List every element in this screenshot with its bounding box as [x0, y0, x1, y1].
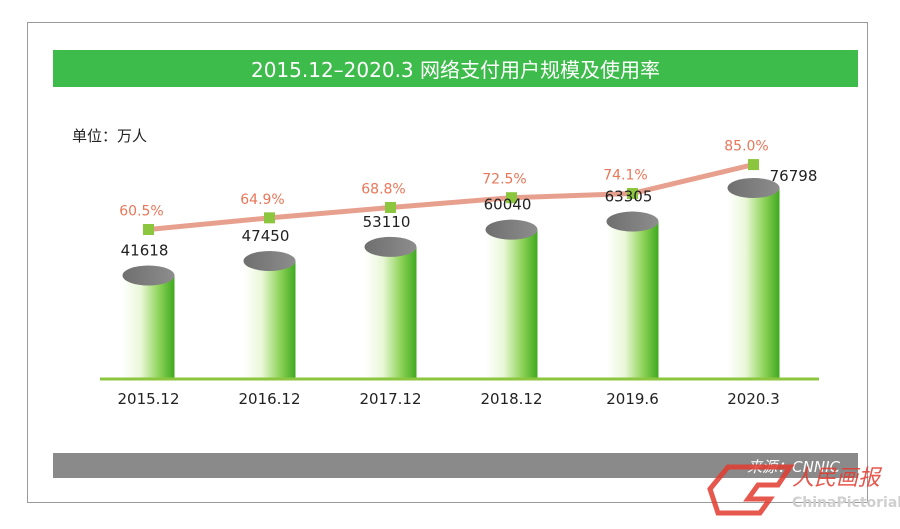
- bar-value-label: 53110: [363, 213, 411, 231]
- bar-body: [364, 246, 417, 379]
- x-tick-label: 2016.12: [238, 390, 300, 408]
- bar-2015.12: [122, 265, 175, 379]
- chart-title: 2015.12–2020.3 网络支付用户规模及使用率: [250, 58, 661, 82]
- rate-line: [148, 162, 755, 232]
- watermark-cn: 人民画报: [792, 466, 883, 491]
- x-tick-label: 2015.12: [117, 390, 179, 408]
- bar-top: [243, 250, 296, 271]
- rate-value-label: 85.0%: [724, 139, 768, 155]
- rate-marker: [748, 159, 759, 171]
- x-tick-label: 2018.12: [480, 390, 542, 408]
- bar-value-label: 41618: [121, 241, 169, 259]
- rate-marker: [143, 224, 154, 235]
- rate-marker: [264, 212, 275, 224]
- rate-marker: [627, 187, 638, 199]
- unit-label: 单位：万人: [72, 127, 148, 145]
- bar-2018.12: [485, 219, 538, 379]
- bar-value-label: 76798: [770, 167, 818, 185]
- bar-body: [243, 260, 296, 379]
- watermark-latin: ChinaPictorial: [792, 495, 900, 511]
- bar-top: [606, 211, 659, 232]
- bar-body: [122, 275, 175, 379]
- bar-value-label: 47450: [242, 227, 290, 245]
- bar-body: [606, 221, 659, 379]
- source-text: 来源：CNNIC: [747, 458, 840, 476]
- rate-marker: [506, 192, 517, 204]
- bar-2019.6: [606, 211, 659, 379]
- rate-value-label: 68.8%: [361, 182, 405, 198]
- chart-title-bar: 2015.12–2020.3 网络支付用户规模及使用率: [53, 50, 858, 87]
- bar-2016.12: [243, 250, 296, 379]
- bar-2020.3: [727, 178, 780, 379]
- rate-value-label: 60.5%: [119, 204, 163, 220]
- x-tick-label: 2019.6: [606, 390, 659, 408]
- bar-top: [364, 236, 417, 257]
- rate-value-label: 64.9%: [240, 192, 284, 208]
- x-tick-label: 2020.3: [727, 390, 780, 408]
- x-tick-label: 2017.12: [359, 390, 421, 408]
- bar-value-label: 60040: [484, 196, 532, 214]
- china-pictorial-logo: 人民画报 ChinaPictorial: [707, 464, 900, 516]
- bar-2017.12: [364, 236, 417, 379]
- bar-top: [727, 178, 780, 198]
- bar-value-label: 63305: [605, 188, 653, 206]
- rate-marker: [385, 202, 396, 214]
- bar-body: [485, 229, 538, 379]
- bar-top: [485, 219, 538, 240]
- bar-body: [727, 188, 780, 379]
- rate-value-label: 72.5%: [482, 172, 526, 188]
- rate-value-label: 74.1%: [603, 167, 647, 183]
- bar-top: [122, 265, 175, 286]
